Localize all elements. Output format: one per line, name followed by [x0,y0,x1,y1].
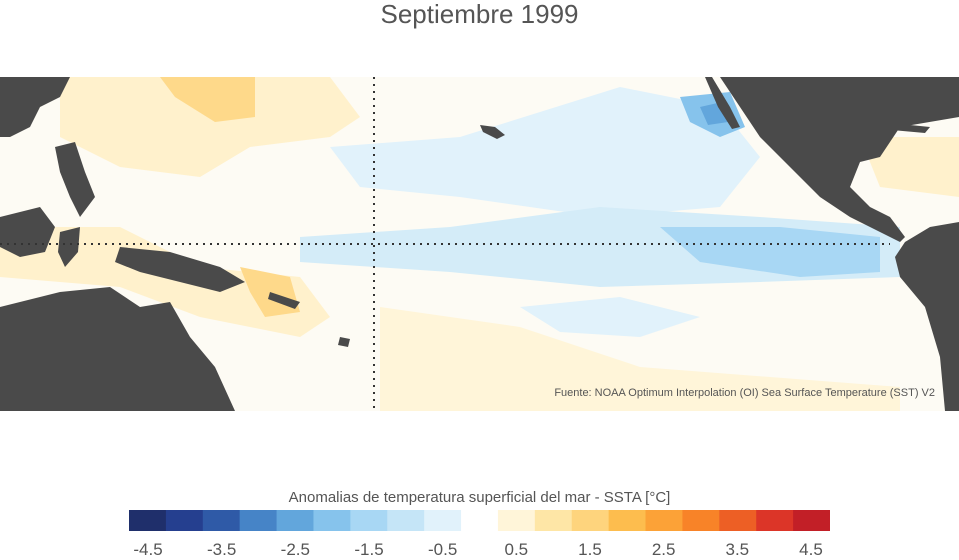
colorbar-swatch [645,510,683,531]
colorbar-swatch [202,510,241,531]
colorbar-swatch [497,510,536,531]
colorbar-label: Anomalias de temperatura superficial del… [288,489,671,506]
colorbar-swatch [682,510,720,531]
colorbar-tick-label: -2.5 [280,540,310,559]
colorbar-swatch [313,510,351,531]
land-philippines [55,142,95,217]
land-north-america [720,77,959,242]
colorbar-swatch [719,510,757,531]
land-asia [0,77,70,137]
colorbar-tick-label: -3.5 [207,540,237,559]
land-borneo [0,207,55,257]
colorbar-swatch [461,510,499,531]
colorbar-tick-label: 3.5 [725,540,750,559]
colorbar-swatch [793,510,830,531]
land-australia [0,287,235,411]
colorbar-tick-label: -4.5 [133,540,163,559]
colorbar-swatch [239,510,278,531]
land-fiji [338,337,350,347]
cool-anomaly-north-central-pacific [330,87,760,217]
colorbar-swatch [276,510,314,531]
colorbar-swatch [129,510,167,531]
land-masses [0,77,959,411]
data-source-note: Fuente: NOAA Optimum Interpolation (OI) … [554,387,935,399]
colorbar-swatch [350,510,388,531]
colorbar-swatch [571,510,610,531]
colorbar-tick-label: 1.5 [578,540,602,559]
colorbar-swatch [424,510,462,531]
colorbar-swatch [165,510,204,531]
warm-anomaly-north-pacific [60,77,360,177]
land-south-america [895,222,959,411]
warm-anomaly-caribbean [860,137,959,197]
warm-anomaly-south-pacific [380,307,900,411]
land-new-guinea [115,247,245,292]
colorbar-tick-label: -0.5 [428,540,458,559]
cool-anomaly-equatorial-core [660,227,880,277]
colorbar-tick-label: 2.5 [651,540,676,559]
sst-anomaly-map [0,77,959,411]
land-solomon [268,292,300,309]
land-hawaii [480,125,505,139]
colorbar [129,510,830,531]
colorbar-tick-label: -1.5 [354,540,384,559]
map-title: Septiembre 1999 [380,0,579,29]
warm-anomaly-western-pacific [0,227,330,337]
land-baja [705,77,740,129]
colorbar-swatch [756,510,794,531]
colorbar-swatch [534,510,573,531]
colorbar-swatch [608,510,647,531]
colorbar-swatch [387,510,425,531]
cool-anomaly-south-east [520,297,700,337]
colorbar-tick-label: 0.5 [504,540,529,559]
colorbar-tick-label: 4.5 [799,540,823,559]
warm-anomaly-north-core [160,77,255,122]
land-caribbean-cuba [880,122,930,133]
land-sulawesi [58,227,80,267]
